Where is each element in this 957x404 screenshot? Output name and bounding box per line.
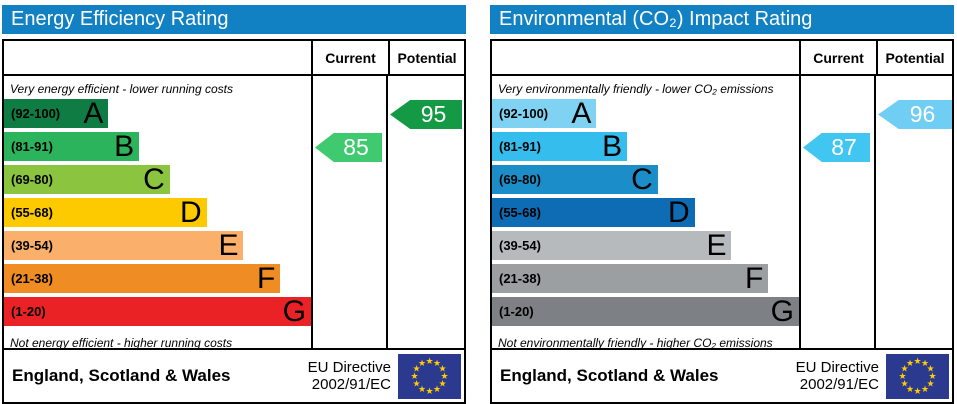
environmental-current-column-header: Current (799, 41, 876, 74)
energy-current-cell: 85 (311, 76, 386, 348)
energy-current-column-header: Current (311, 41, 388, 74)
environmental-rating-table: Current Potential Very environmentally f… (490, 39, 954, 404)
band-letter: G (282, 295, 306, 328)
band-range-label: (55-68) (499, 205, 541, 220)
band-range-label: (81-91) (11, 139, 53, 154)
region-label: England, Scotland & Wales (500, 366, 719, 385)
energy-band-e: (39-54) E (4, 229, 244, 262)
band-letter: F (256, 262, 276, 295)
energy-rating-table: Current Potential Very energy efficient … (2, 39, 466, 404)
energy-table-footer: England, Scotland & Wales EU Directive 2… (4, 348, 464, 402)
environmental-current-cell: 87 (799, 76, 874, 348)
band-letter: D (667, 196, 690, 229)
environmental-potential-column-header: Potential (876, 41, 952, 74)
region-label: England, Scotland & Wales (12, 366, 231, 385)
environmental-header-spacer (492, 41, 799, 74)
energy-band-f: (21-38) F (4, 262, 281, 295)
band-range-label: (92-100) (11, 106, 61, 121)
environmental-band-f: (21-38) F (492, 262, 769, 295)
energy-panel-title: Energy Efficiency Rating (2, 5, 466, 34)
band-range-label: (69-80) (499, 172, 541, 187)
environmental-top-caption: Very environmentally friendly - lower CO… (498, 82, 774, 96)
band-letter: G (770, 295, 794, 328)
energy-current-value: 85 (343, 134, 369, 160)
environmental-current-arrow: 87 (803, 133, 870, 162)
environmental-band-a: (92-100) A (492, 97, 597, 130)
band-range-label: (39-54) (11, 238, 53, 253)
environmental-impact-panel: Environmental (CO₂) Impact Rating Curren… (490, 5, 954, 404)
band-range-label: (55-68) (11, 205, 53, 220)
band-range-label: (21-38) (11, 271, 53, 286)
energy-bottom-caption: Not energy efficient - higher running co… (10, 336, 233, 350)
band-range-label: (21-38) (499, 271, 541, 286)
environmental-band-e: (39-54) E (492, 229, 732, 262)
energy-top-caption: Very energy efficient - lower running co… (10, 82, 233, 96)
environmental-bands: Very environmentally friendly - lower CO… (492, 76, 799, 350)
band-range-label: (81-91) (499, 139, 541, 154)
energy-band-a: (92-100) A (4, 97, 109, 130)
energy-bands: Very energy efficient - lower running co… (4, 76, 311, 350)
eu-flag-icon (398, 353, 461, 399)
energy-potential-arrow: 95 (390, 100, 462, 129)
band-letter: C (631, 163, 653, 196)
energy-table-header-row: Current Potential (4, 41, 464, 76)
environmental-band-b: (81-91) B (492, 130, 628, 163)
environmental-panel-title: Environmental (CO₂) Impact Rating (490, 5, 954, 34)
environmental-potential-value: 96 (909, 101, 936, 127)
band-range-label: (1-20) (499, 304, 534, 319)
energy-band-b: (81-91) B (4, 130, 140, 163)
environmental-band-c: (69-80) C (492, 163, 658, 196)
environmental-bottom-caption: Not environmentally friendly - higher CO… (498, 336, 773, 350)
band-range-label: (69-80) (11, 172, 53, 187)
band-letter: D (179, 196, 202, 229)
eu-flag-icon (886, 353, 949, 399)
band-letter: E (706, 229, 727, 262)
eu-directive-label: EU Directive 2002/91/EC (308, 359, 391, 394)
energy-header-spacer (4, 41, 311, 74)
band-letter: B (114, 130, 135, 163)
environmental-table-header-row: Current Potential (492, 41, 952, 76)
band-letter: C (143, 163, 165, 196)
energy-band-g: (1-20) G (4, 295, 311, 328)
environmental-table-body: Very environmentally friendly - lower CO… (492, 76, 952, 350)
energy-current-arrow: 85 (315, 133, 382, 162)
band-letter: A (83, 97, 104, 130)
environmental-potential-arrow: 96 (878, 100, 952, 129)
band-range-label: (1-20) (11, 304, 46, 319)
band-letter: A (571, 97, 592, 130)
eu-directive-line2: 2002/91/EC (799, 376, 879, 393)
environmental-potential-cell: 96 (874, 76, 952, 348)
energy-potential-cell: 95 (386, 76, 464, 348)
environmental-current-value: 87 (831, 134, 857, 160)
environmental-table-footer: England, Scotland & Wales EU Directive 2… (492, 348, 952, 402)
band-letter: F (744, 262, 764, 295)
energy-efficiency-panel: Energy Efficiency Rating Current Potenti… (2, 5, 466, 404)
energy-band-c: (69-80) C (4, 163, 170, 196)
band-range-label: (92-100) (499, 106, 549, 121)
eu-directive-line2: 2002/91/EC (311, 376, 391, 393)
environmental-band-d: (55-68) D (492, 196, 695, 229)
energy-table-body: Very energy efficient - lower running co… (4, 76, 464, 350)
eu-directive-line1: EU Directive (307, 358, 391, 376)
eu-directive-label: EU Directive 2002/91/EC (796, 359, 879, 394)
energy-band-d: (55-68) D (4, 196, 207, 229)
band-letter: E (218, 229, 239, 262)
band-letter: B (602, 130, 623, 163)
eu-directive-line1: EU Directive (795, 358, 879, 376)
energy-potential-value: 95 (420, 101, 447, 127)
energy-potential-column-header: Potential (388, 41, 464, 74)
environmental-band-g: (1-20) G (492, 295, 799, 328)
band-range-label: (39-54) (499, 238, 541, 253)
